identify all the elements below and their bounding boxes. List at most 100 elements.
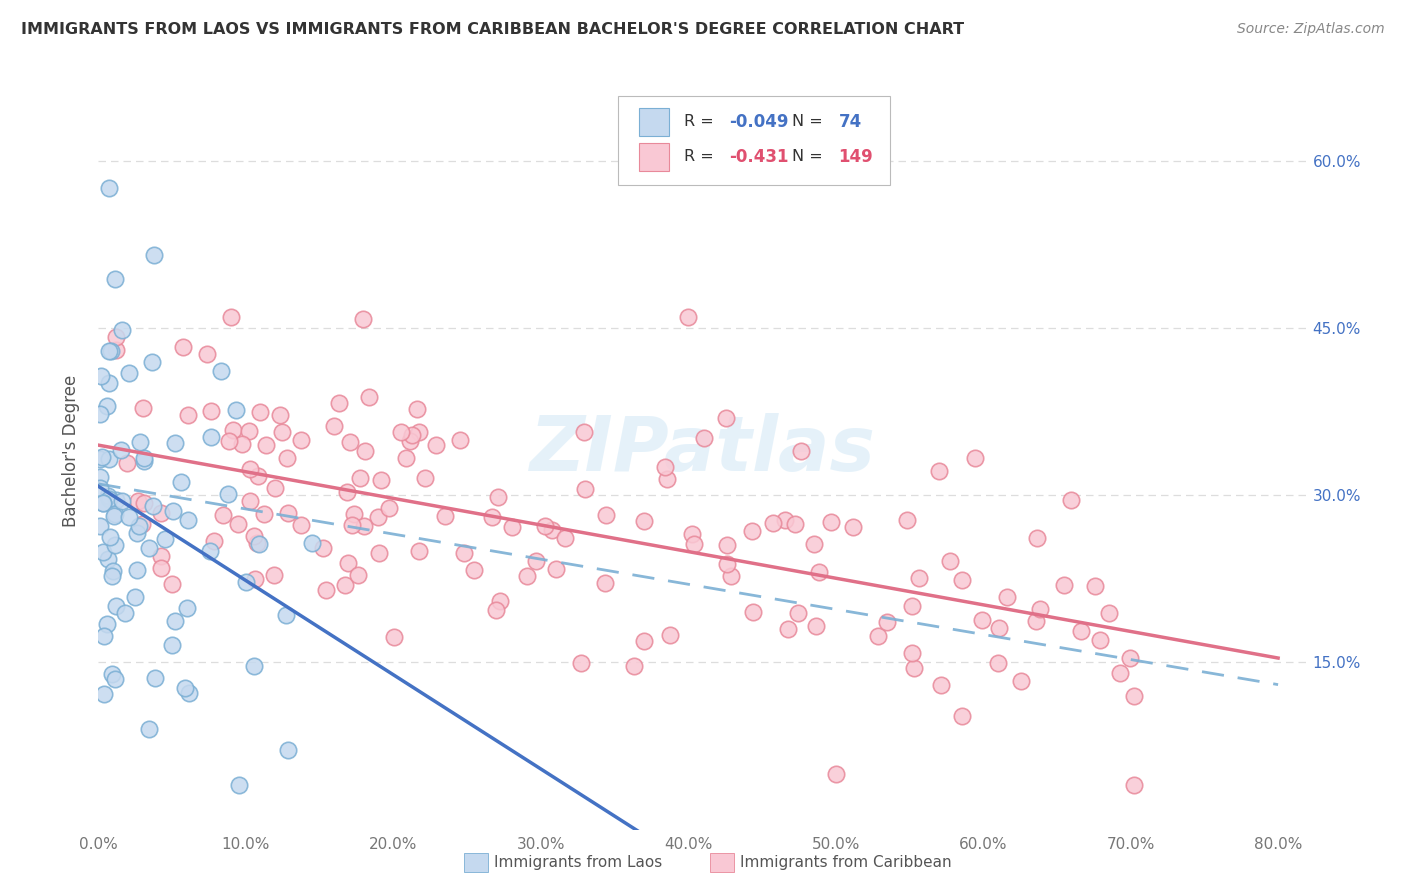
Point [100,569,122,583]
Point [103,508,125,523]
Point [572,425,595,439]
Point [111,494,134,508]
Point [965,450,987,465]
Point [876,615,898,629]
Point [177,686,200,700]
Point [301,536,323,550]
Point [541,523,564,537]
Text: ZIPatlas: ZIPatlas [530,414,876,487]
Point [228,778,250,792]
Point [97,491,120,506]
Point [633,634,655,648]
Point [762,516,785,531]
Point [970,613,993,627]
Point [134,450,156,465]
Point [225,403,247,417]
Point [177,513,200,527]
Point [716,410,738,425]
Point [1118,650,1140,665]
Point [524,554,547,568]
Point [353,518,375,533]
Point [101,667,124,681]
Point [150,549,173,564]
Point [623,658,645,673]
Point [544,561,567,575]
Point [218,434,240,448]
Point [368,546,391,560]
Point [783,517,806,532]
Point [246,535,269,549]
Point [160,576,183,591]
Point [716,538,738,552]
Point [315,583,337,598]
Point [243,529,266,543]
Point [1084,579,1107,593]
Point [104,271,127,285]
Point [222,423,245,437]
Point [290,434,312,448]
Point [405,401,427,416]
Point [353,443,375,458]
Point [343,507,366,521]
Point [176,600,198,615]
Point [198,544,221,558]
Point [1123,778,1146,792]
Point [247,537,270,551]
Point [277,742,299,756]
Point [486,490,509,504]
Point [97,489,120,503]
Point [100,343,122,358]
Point [91,496,114,510]
Point [742,605,765,619]
Point [98,452,121,467]
Point [105,492,128,507]
Point [127,494,149,508]
Text: N =: N = [793,149,828,164]
Point [118,510,141,524]
Point [97,551,120,566]
Point [91,545,114,559]
Point [89,470,111,484]
Point [245,572,267,586]
Point [110,442,132,457]
Point [125,526,148,541]
Point [349,471,371,485]
Point [352,311,374,326]
FancyBboxPatch shape [638,143,669,170]
Text: N =: N = [793,114,828,129]
Point [425,438,447,452]
Point [176,408,198,422]
Point [239,494,262,508]
Point [114,606,136,620]
Point [217,487,239,501]
Point [98,530,121,544]
Point [488,593,510,607]
Point [209,364,232,378]
Point [89,519,111,533]
Point [200,430,222,444]
Point [163,436,186,450]
Point [219,310,242,324]
Point [693,431,716,445]
Point [554,531,576,545]
Point [787,606,810,620]
Point [200,404,222,418]
Point [453,546,475,560]
Point [271,425,294,439]
Point [342,517,364,532]
Point [160,638,183,652]
Point [1122,689,1144,703]
Point [238,425,260,439]
FancyBboxPatch shape [619,95,890,186]
Point [569,656,592,670]
Point [901,599,924,614]
Point [716,557,738,571]
Point [928,463,950,477]
Point [269,408,291,422]
Point [378,501,401,516]
Point [896,513,918,527]
Point [254,438,277,452]
Point [90,450,112,465]
Point [929,678,952,692]
Point [413,470,436,484]
